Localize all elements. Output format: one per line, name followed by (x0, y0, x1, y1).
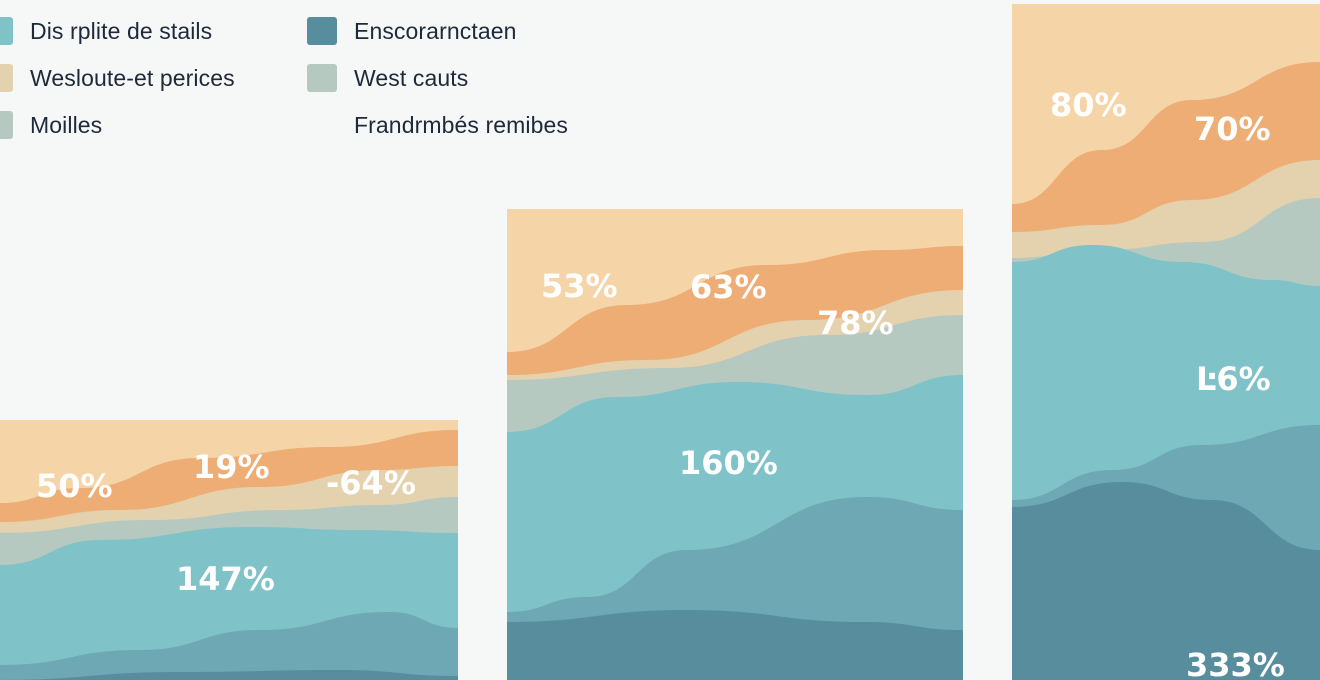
area-layer-steel (0, 612, 458, 680)
chart-panel: 50% 19% -64% 147% (0, 420, 458, 680)
area-layer-slate (507, 610, 963, 680)
value-label: 160% (679, 444, 778, 482)
area-layer-slate (1012, 482, 1320, 680)
legend-label: Wesloute-et perices (30, 64, 235, 91)
legend-swatch (0, 17, 13, 45)
legend-item: Enscorarnctaen (307, 17, 517, 45)
value-label: 63% (690, 268, 767, 306)
legend-item: Frandrmbés remibes (307, 111, 568, 139)
legend: Dis rplite de stails Wesloute-et perices… (0, 0, 640, 160)
chart-panel: 53% 63% 78% 160% (507, 209, 963, 680)
legend-swatch (307, 17, 337, 45)
legend-item: Dis rplite de stails (0, 17, 212, 45)
area-layer-slate (0, 670, 458, 680)
value-label: 78% (817, 304, 894, 342)
legend-item: Wesloute-et perices (0, 64, 235, 92)
value-label: 147% (176, 560, 275, 598)
legend-swatch (307, 64, 337, 92)
value-label: 19% (193, 448, 270, 486)
legend-swatch (0, 64, 13, 92)
legend-item: Moilles (0, 111, 102, 139)
legend-swatch (0, 111, 13, 139)
value-label: -64% (326, 464, 416, 502)
value-label: 50% (36, 467, 113, 505)
value-label: 53% (541, 267, 618, 305)
legend-label: Dis rplite de stails (30, 17, 213, 44)
value-label: 333% (1186, 646, 1285, 680)
chart-panel: 80% 70% Ŀ6% 333% (1012, 4, 1320, 680)
legend-label: Enscorarnctaen (354, 17, 517, 44)
value-label: 80% (1050, 86, 1127, 124)
value-label: 70% (1194, 110, 1271, 148)
legend-label: Moilles (30, 111, 103, 138)
legend-label: Frandrmbés remibes (354, 111, 568, 138)
legend-item: West cauts (307, 64, 468, 92)
legend-label: West cauts (354, 64, 469, 91)
value-label: Ŀ6% (1196, 360, 1271, 398)
